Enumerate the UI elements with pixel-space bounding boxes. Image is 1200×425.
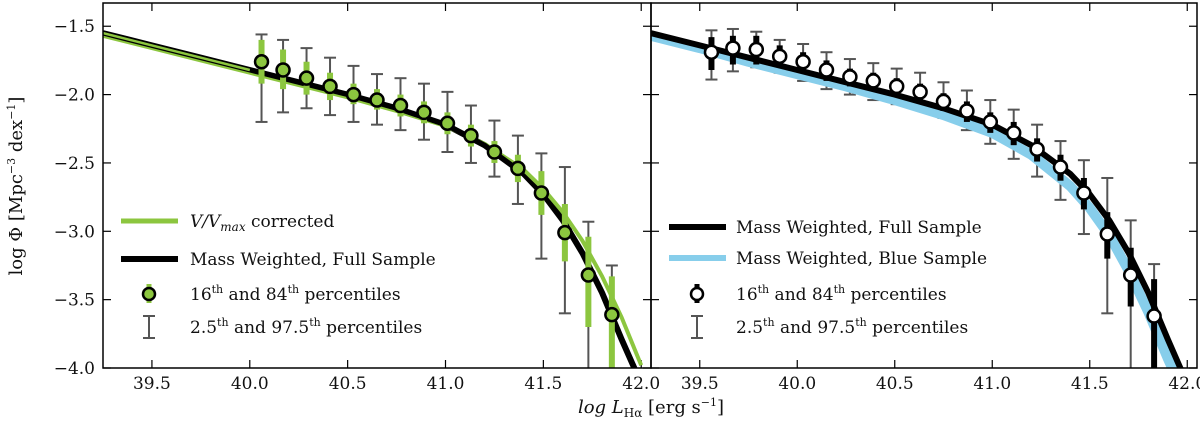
data-point (510, 160, 526, 177)
y-tick-label: −3.0 (54, 222, 95, 242)
data-point (1052, 159, 1069, 175)
data-point (1099, 226, 1116, 242)
legend-swatch-p16-marker (689, 286, 705, 302)
legend-full-label: Mass Weighted, Full Sample (190, 250, 436, 270)
y-axis-label: log Φ [Mpc−3 dex−1] (5, 97, 27, 276)
data-point (1005, 125, 1022, 141)
y-tick-label: −2.5 (54, 154, 95, 174)
x-tick-label: 40.5 (876, 374, 914, 394)
data-point (463, 127, 479, 144)
x-tick-label: 41.0 (427, 374, 465, 394)
data-point (725, 40, 741, 56)
data-point (557, 224, 573, 241)
data-point (1122, 267, 1139, 283)
x-tick-label: 40.0 (231, 374, 269, 394)
data-point (369, 92, 385, 108)
legend-vmax-label: V/Vmax corrected (190, 212, 334, 234)
left-legend: V/Vmax corrected Mass Weighted, Full Sam… (121, 212, 436, 339)
data-point (888, 78, 905, 95)
x-tick-label: 39.5 (133, 374, 171, 394)
legend-swatch-p16-marker (141, 286, 157, 302)
legend-p16-label: 16th and 84th percentiles (736, 283, 947, 305)
data-point (604, 306, 620, 323)
data-point (298, 70, 315, 86)
data-point (322, 78, 338, 95)
left-data-points (253, 39, 620, 368)
data-point (703, 44, 720, 60)
data-point (842, 69, 858, 85)
data-point (959, 103, 975, 119)
y-tick-label: −4.0 (54, 359, 95, 379)
right-panel: 39.5 40.0 40.5 41.0 41.5 42.0 Mass Weighted, … (651, 3, 1200, 394)
x-tick-label: 40.5 (329, 374, 367, 394)
legend-p25-label: 2.5th and 97.5th percentiles (736, 316, 968, 338)
fit-line-green-edge (103, 31, 251, 72)
data-point (533, 185, 550, 201)
legend-p16-label: 16th and 84th percentiles (190, 283, 401, 305)
data-point (416, 104, 432, 121)
data-point (1146, 308, 1162, 324)
data-point (771, 48, 788, 65)
right-axes-frame (650, 2, 1198, 369)
y-tick-label: −1.5 (54, 17, 95, 37)
data-point (865, 73, 882, 89)
data-point (275, 62, 291, 78)
x-axis-label: log LHα [erg s−1] (578, 396, 724, 420)
x-tick-label: 41.0 (973, 374, 1011, 394)
data-point (253, 54, 270, 70)
data-point (748, 41, 765, 58)
data-point (1076, 185, 1092, 201)
data-point (912, 84, 928, 100)
data-point (1029, 141, 1045, 158)
fit-line-overlay (103, 30, 526, 176)
data-point (935, 93, 952, 110)
data-point (439, 115, 456, 132)
legend-full-label: Mass Weighted, Full Sample (736, 218, 982, 238)
data-point (795, 54, 811, 70)
right-legend: Mass Weighted, Full Sample Mass Weighted… (669, 218, 987, 339)
right-data-points (703, 35, 1162, 368)
data-point (818, 62, 835, 78)
y-tick-label: −3.5 (54, 291, 95, 311)
data-point (580, 267, 597, 283)
data-point (392, 97, 409, 114)
data-point (982, 114, 999, 130)
x-tick-label: 41.5 (524, 374, 562, 394)
x-tick-label: 42.0 (622, 374, 660, 394)
data-point (345, 86, 362, 103)
left-tick-labels: 39.5 40.0 40.5 41.0 41.5 42.0 −1.5 −2.0 −2.5 −3.0… (54, 17, 660, 394)
x-tick-label: 41.5 (1071, 374, 1109, 394)
legend-blue-label: Mass Weighted, Blue Sample (736, 249, 987, 269)
legend-p25-label: 2.5th and 97.5th percentiles (190, 316, 422, 338)
data-point (486, 144, 503, 160)
x-tick-label: 39.5 (681, 374, 719, 394)
y-tick-label: −2.0 (54, 86, 95, 106)
right-tick-labels: 39.5 40.0 40.5 41.0 41.5 42.0 (681, 374, 1200, 394)
x-tick-label: 42.0 (1168, 374, 1200, 394)
left-panel: 39.5 40.0 40.5 41.0 41.5 42.0 −1.5 −2.0 −2.5 −3.0… (54, 3, 660, 394)
x-tick-label: 40.0 (778, 374, 816, 394)
fit-line (103, 33, 644, 367)
